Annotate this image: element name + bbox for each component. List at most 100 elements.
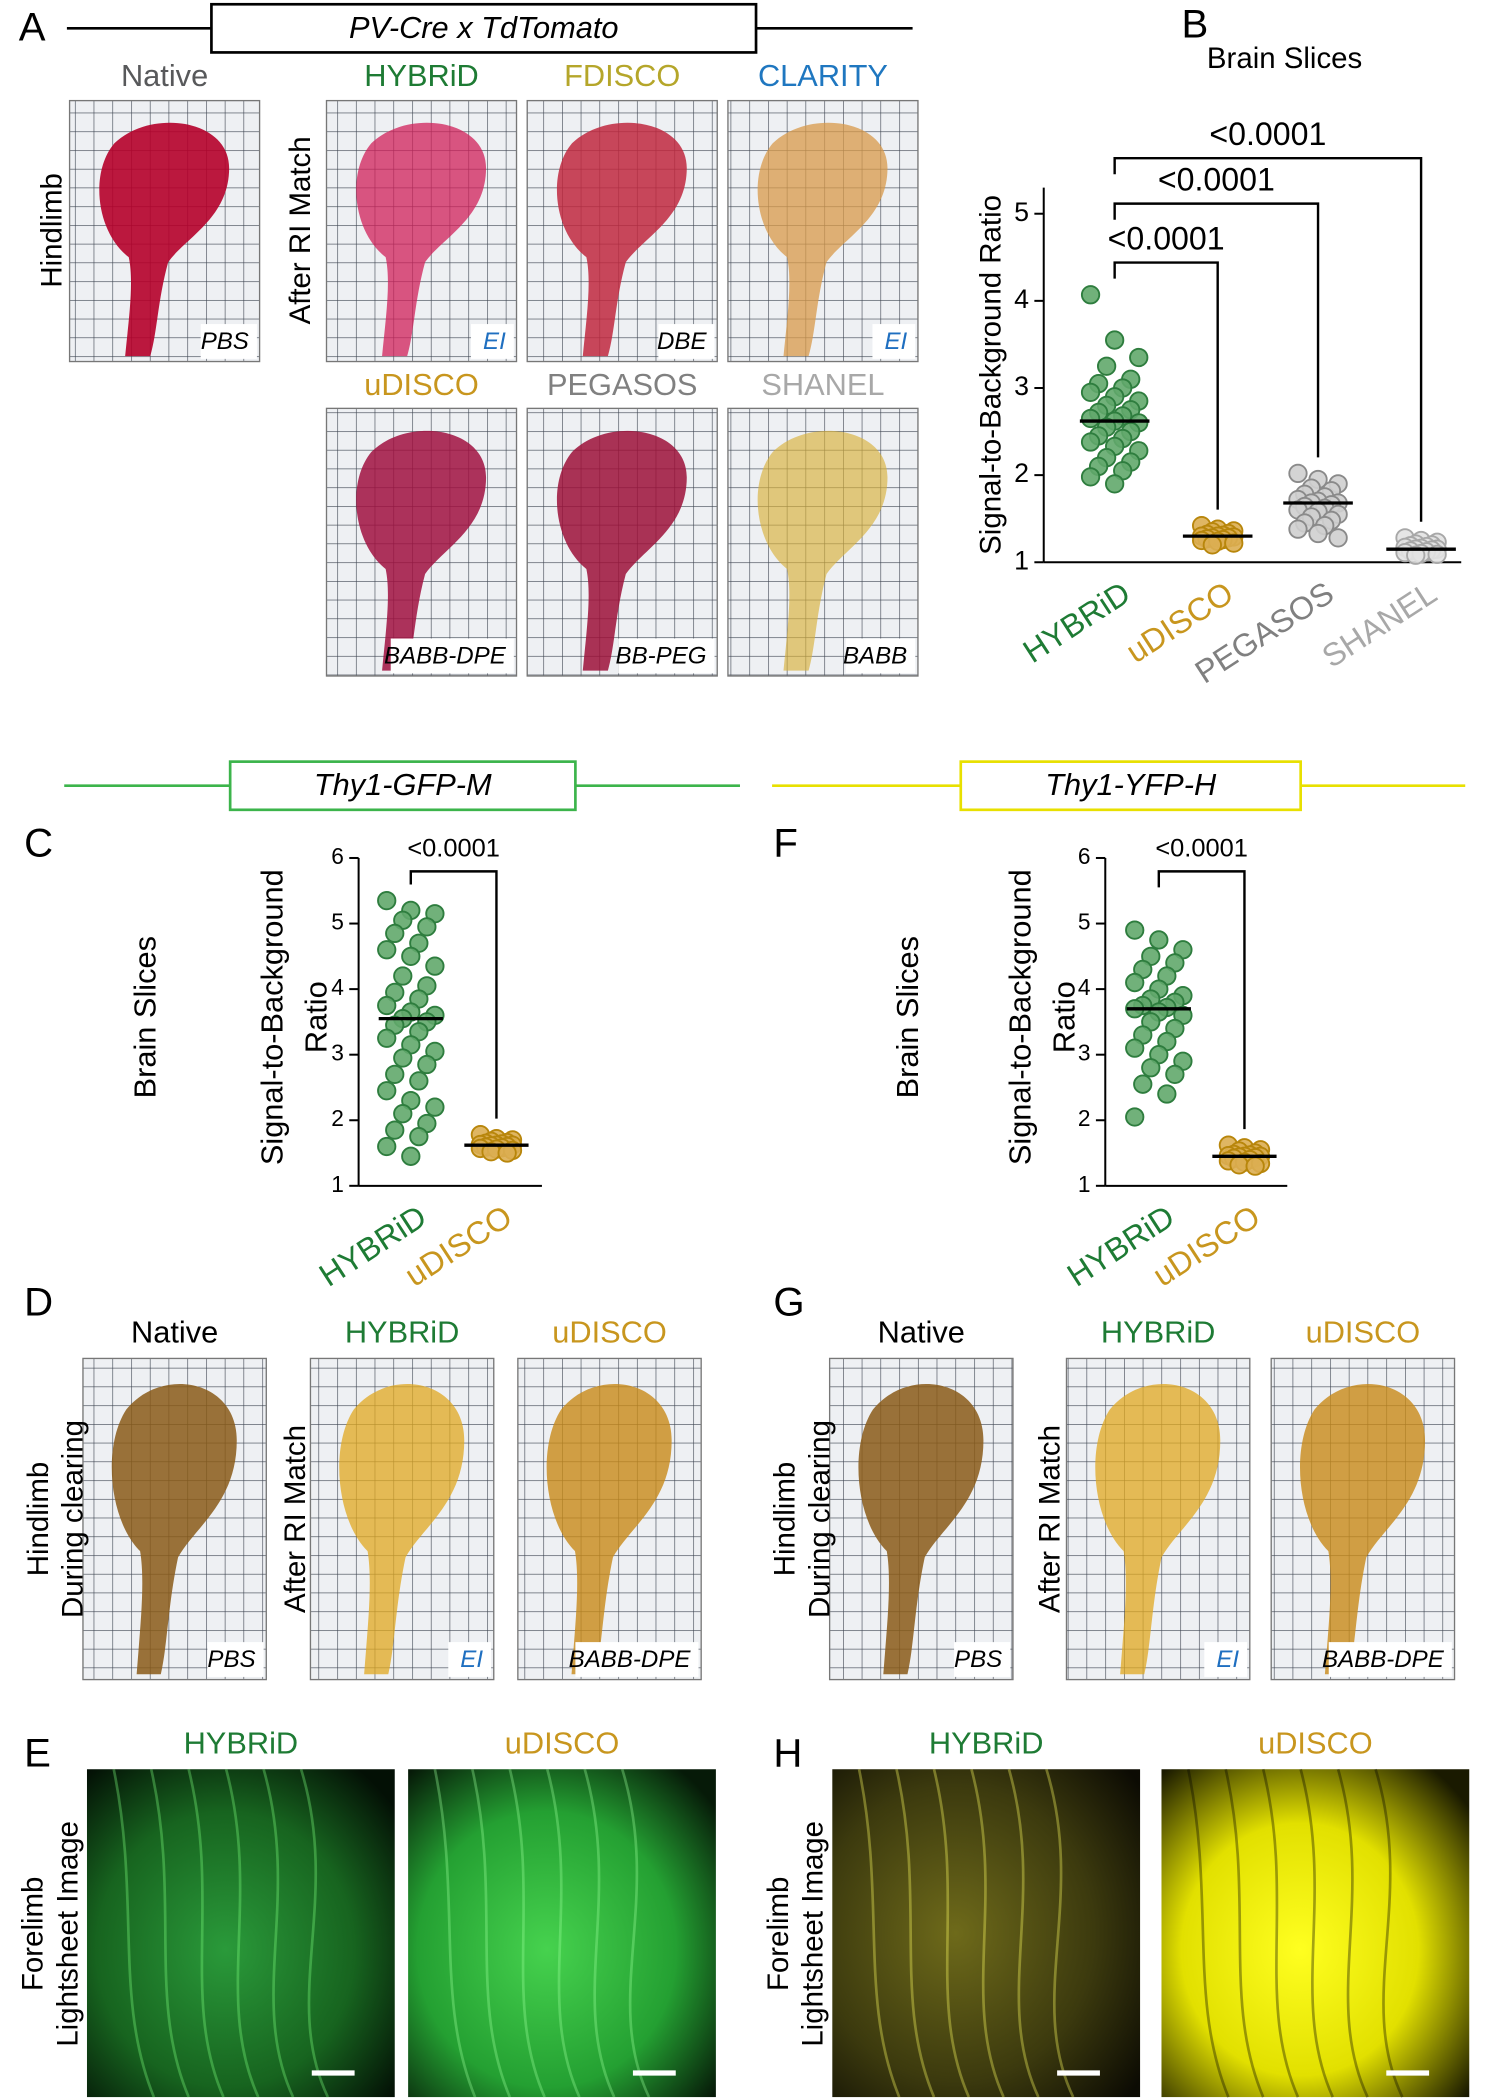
significance-label: <0.0001 <box>1108 221 1225 257</box>
fiber <box>1374 1768 1404 2098</box>
specimen <box>556 122 687 357</box>
significance-bracket <box>1157 870 1246 1130</box>
data-point <box>1224 533 1244 553</box>
photo: BB-PEG <box>526 407 718 677</box>
photo: BABB-DPE <box>1270 1357 1456 1681</box>
data-point <box>409 1127 429 1147</box>
header-text: PV-Cre x TdTomato <box>349 10 619 45</box>
fiber <box>1224 1768 1265 2098</box>
data-point <box>1080 408 1101 429</box>
y-tick-label: 1 <box>1014 545 1029 575</box>
image-background <box>86 1769 395 2098</box>
data-point <box>1202 535 1222 555</box>
y-tick-label: 1 <box>1078 1171 1091 1197</box>
y-tick-label: 1 <box>331 1171 344 1197</box>
x-tick-label: HYBRiD <box>1017 574 1137 669</box>
specimen <box>339 1384 465 1675</box>
data-point <box>425 956 445 976</box>
fiber <box>299 1768 330 2098</box>
tag-box <box>618 638 715 674</box>
photo-title: CLARITY <box>758 58 888 93</box>
data-point <box>1141 1058 1161 1078</box>
specimen <box>556 430 687 671</box>
lightsheet-image <box>408 1768 716 2098</box>
photo: EI <box>325 99 518 363</box>
specimen <box>99 122 230 357</box>
image-title: HYBRiD <box>929 1725 1044 1760</box>
row-label: Forelimb <box>17 1877 50 1991</box>
y-tick-label: 3 <box>1078 1040 1091 1066</box>
y-tick-label: 6 <box>1078 843 1091 869</box>
photo-title: PEGASOS <box>547 367 697 402</box>
photo: PBS <box>828 1357 1014 1681</box>
fiber <box>857 1768 901 2098</box>
fiber <box>1336 1768 1369 2098</box>
data-point <box>385 1064 405 1084</box>
significance-bracket <box>409 870 498 1119</box>
y-tick-label: 4 <box>1014 284 1029 314</box>
y-tick-label: 2 <box>1014 458 1029 488</box>
data-point <box>377 940 397 960</box>
photo-tag: PBS <box>207 1646 255 1673</box>
data-point <box>1125 972 1145 993</box>
fiber <box>471 1768 512 2098</box>
data-point <box>1157 1084 1177 1104</box>
fiber <box>1299 1768 1334 2098</box>
header-box <box>210 2 758 54</box>
lightsheet-image <box>832 1768 1141 2098</box>
data-point <box>1105 330 1125 350</box>
fiber <box>545 1768 581 2098</box>
specimen <box>1300 1384 1426 1675</box>
tag-box <box>658 324 715 359</box>
image-title: HYBRiD <box>184 1725 299 1760</box>
tag-box <box>200 324 257 359</box>
y-tick-label: 5 <box>331 909 344 935</box>
photo-title: Native <box>878 1314 965 1349</box>
specimen <box>1095 1384 1221 1675</box>
photo-tag: EI <box>1216 1646 1239 1673</box>
row-label: After RI Match <box>1034 1425 1067 1613</box>
tag-box <box>845 638 916 674</box>
y-tick-label: 2 <box>331 1105 344 1131</box>
panel-letter: D <box>24 1280 53 1325</box>
y-tick-label: 6 <box>331 843 344 869</box>
fiber <box>112 1768 156 2098</box>
data-point <box>1125 1038 1145 1058</box>
data-point <box>417 1054 437 1075</box>
row-label: Hindlimb <box>769 1462 802 1576</box>
data-point <box>1288 463 1308 484</box>
photo-title: Native <box>121 58 208 93</box>
panel-letter: F <box>773 821 798 866</box>
photo-title: HYBRiD <box>345 1314 460 1349</box>
header-box <box>959 760 1302 812</box>
panel-letter: H <box>773 1730 802 1775</box>
photo-title: FDISCO <box>564 58 680 93</box>
data-point <box>1328 528 1348 548</box>
data-point <box>1133 1074 1153 1094</box>
lightsheet-image <box>86 1768 395 2098</box>
panel-letter: A <box>19 4 46 49</box>
image-background <box>1161 1769 1470 2098</box>
fiber <box>433 1768 477 2098</box>
fiber <box>620 1768 651 2098</box>
fiber <box>149 1768 190 2098</box>
panel-letter: B <box>1182 2 1209 47</box>
image-title: uDISCO <box>505 1725 620 1760</box>
fiber <box>970 1768 1005 2098</box>
image-title: uDISCO <box>1258 1725 1373 1760</box>
y-axis-label: Signal-to-Background <box>1002 869 1037 1165</box>
x-tick-label: SHANEL <box>1316 574 1443 674</box>
photo-tag: EI <box>460 1646 483 1673</box>
data-point <box>377 1028 397 1048</box>
photo-tag: BABB-DPE <box>384 643 507 670</box>
data-point <box>409 1071 429 1091</box>
tag-box <box>1328 1642 1452 1677</box>
photo: PBS <box>82 1357 267 1681</box>
significance-label: <0.0001 <box>407 835 500 863</box>
data-point <box>401 946 421 966</box>
y-tick-label: 3 <box>1014 371 1029 401</box>
tag-box <box>471 324 514 359</box>
specimen <box>757 122 888 357</box>
